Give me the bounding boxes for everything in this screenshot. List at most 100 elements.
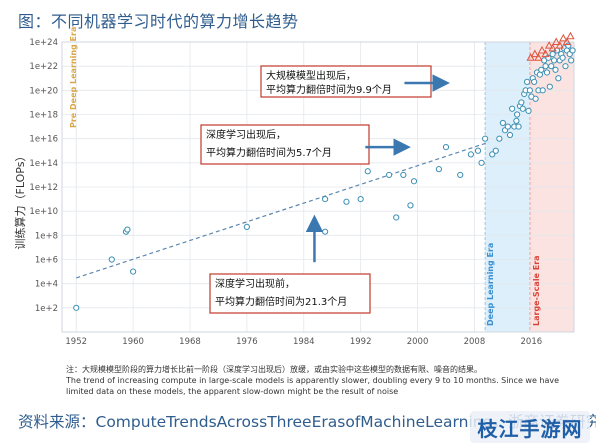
model-point (400, 171, 407, 179)
model-point (410, 178, 418, 185)
model-point (482, 135, 489, 142)
callout-line-2: 平均算力翻倍时间为21.3个月 (215, 295, 347, 308)
model-point (73, 304, 80, 311)
model-point (552, 66, 559, 73)
model-point (506, 131, 514, 139)
era-labels: Pre Deep Learning Era Deep Learning Era La… (69, 27, 541, 326)
model-point (546, 83, 553, 90)
model-point (364, 168, 371, 175)
model-point (562, 63, 569, 70)
model-point (559, 54, 566, 61)
x-tick-label: 2000 (407, 337, 429, 347)
large-scale-model-point (566, 31, 575, 40)
model-point (474, 147, 482, 154)
model-point (543, 69, 551, 76)
model-point (514, 111, 521, 118)
x-tick-label: 1960 (122, 337, 144, 347)
watermark-text: 枝江手游网 (477, 416, 583, 441)
y-tick-label: 1e+12 (29, 183, 58, 193)
callout-line-1: 深度学习出现前， (215, 277, 295, 290)
model-point (124, 226, 131, 233)
note-english: The trend of increasing compute in large… (66, 376, 560, 396)
model-point (457, 171, 464, 179)
model-point (513, 117, 520, 124)
model-point (523, 78, 531, 85)
data-points (73, 31, 576, 311)
x-tick-label: 1992 (350, 337, 372, 347)
x-tick-label: 2008 (464, 337, 486, 347)
model-point (518, 99, 525, 106)
model-point (532, 95, 539, 102)
deep-learning-era-label: Deep Learning Era (486, 243, 495, 326)
large-scale-model-point (530, 49, 540, 58)
model-point (496, 135, 503, 142)
model-point (478, 159, 485, 166)
model-point (442, 144, 450, 151)
watermark-logo: 枝江手游网 (470, 411, 590, 443)
model-point (407, 202, 414, 209)
model-point (357, 195, 364, 203)
model-point (499, 119, 506, 127)
model-point (568, 57, 575, 64)
x-tick-label: 1984 (293, 337, 315, 347)
y-tick-label: 1e+8 (35, 231, 58, 241)
model-point (393, 214, 400, 221)
model-point (130, 268, 137, 275)
model-point (492, 147, 499, 154)
y-tick-label: 1e+20 (29, 86, 58, 96)
model-point (539, 87, 546, 94)
model-point (386, 171, 393, 179)
y-tick-label: 1e+14 (29, 159, 58, 169)
model-point (549, 50, 556, 58)
large-scale-model-point (544, 41, 554, 49)
source-line: 资料来源：ComputeTrendsAcrossThreeErasofMachi… (18, 413, 596, 431)
model-point (467, 151, 474, 158)
callout-box (200, 124, 370, 165)
axis-ticks: 1e+2 1e+4 1e+6 1e+8 1e+10 1e+12 1e+14 1e+16 1e+1… (29, 38, 542, 347)
model-point (435, 166, 442, 173)
model-point (542, 63, 549, 70)
model-point (525, 107, 532, 114)
y-tick-label: 1e+2 (35, 304, 58, 314)
x-tick-label: 1952 (65, 337, 87, 347)
callout-box (260, 65, 432, 98)
y-tick-label: 1e+16 (29, 135, 58, 145)
compute-trend-chart: 1e+2 1e+4 1e+6 1e+8 1e+10 1e+12 1e+14 1e+16 1e+1… (13, 27, 576, 347)
trend-line-group (76, 141, 489, 279)
y-tick-label: 1e+24 (29, 38, 58, 48)
callout-line-2: 平均算力翻倍时间为5.7个月 (206, 146, 332, 159)
large-scale-model-point (534, 53, 543, 61)
large-scale-model-point (541, 49, 550, 58)
figure-title: 图：不同机器学习时代的算力增长趋势 (18, 12, 299, 31)
model-point (515, 123, 522, 130)
y-tick-label: 1e+18 (29, 111, 58, 121)
model-point (526, 87, 534, 94)
model-point (108, 256, 115, 263)
large-scale-model-point (559, 33, 568, 42)
model-point (548, 63, 555, 70)
large-scale-model-point (562, 37, 572, 45)
x-tick-label: 1968 (179, 337, 201, 347)
large-scale-model-point (526, 53, 535, 61)
large-scale-model-point (548, 43, 557, 52)
callout-line-2: 平均算力翻倍时间为9.9个月 (266, 83, 392, 96)
callout-line-1: 深度学习出现后， (206, 128, 286, 141)
model-point (322, 195, 329, 203)
model-point (550, 57, 558, 64)
y-tick-label: 1e+10 (29, 207, 58, 217)
pre-deep-learning-era-label: Pre Deep Learning Era (69, 27, 78, 128)
y-tick-label: 1e+6 (35, 256, 58, 266)
model-point (489, 151, 496, 158)
model-point (243, 223, 250, 230)
model-point (555, 75, 562, 82)
plot-frame (61, 41, 575, 333)
large-scale-model-point (552, 37, 561, 45)
callout-line-1: 大规模模型出现后， (266, 69, 356, 82)
note-chinese: 注：大规模模型阶段的算力增长比前一阶段（深度学习出现后）放缓，或由实验中这些模型… (66, 365, 482, 374)
grid-lines (62, 41, 574, 332)
model-point (322, 228, 329, 235)
model-point (569, 47, 576, 54)
model-point (519, 105, 526, 112)
large-scale-era-label: Large-Scale Era (532, 255, 541, 326)
pre-dl-trend-line (76, 141, 489, 279)
